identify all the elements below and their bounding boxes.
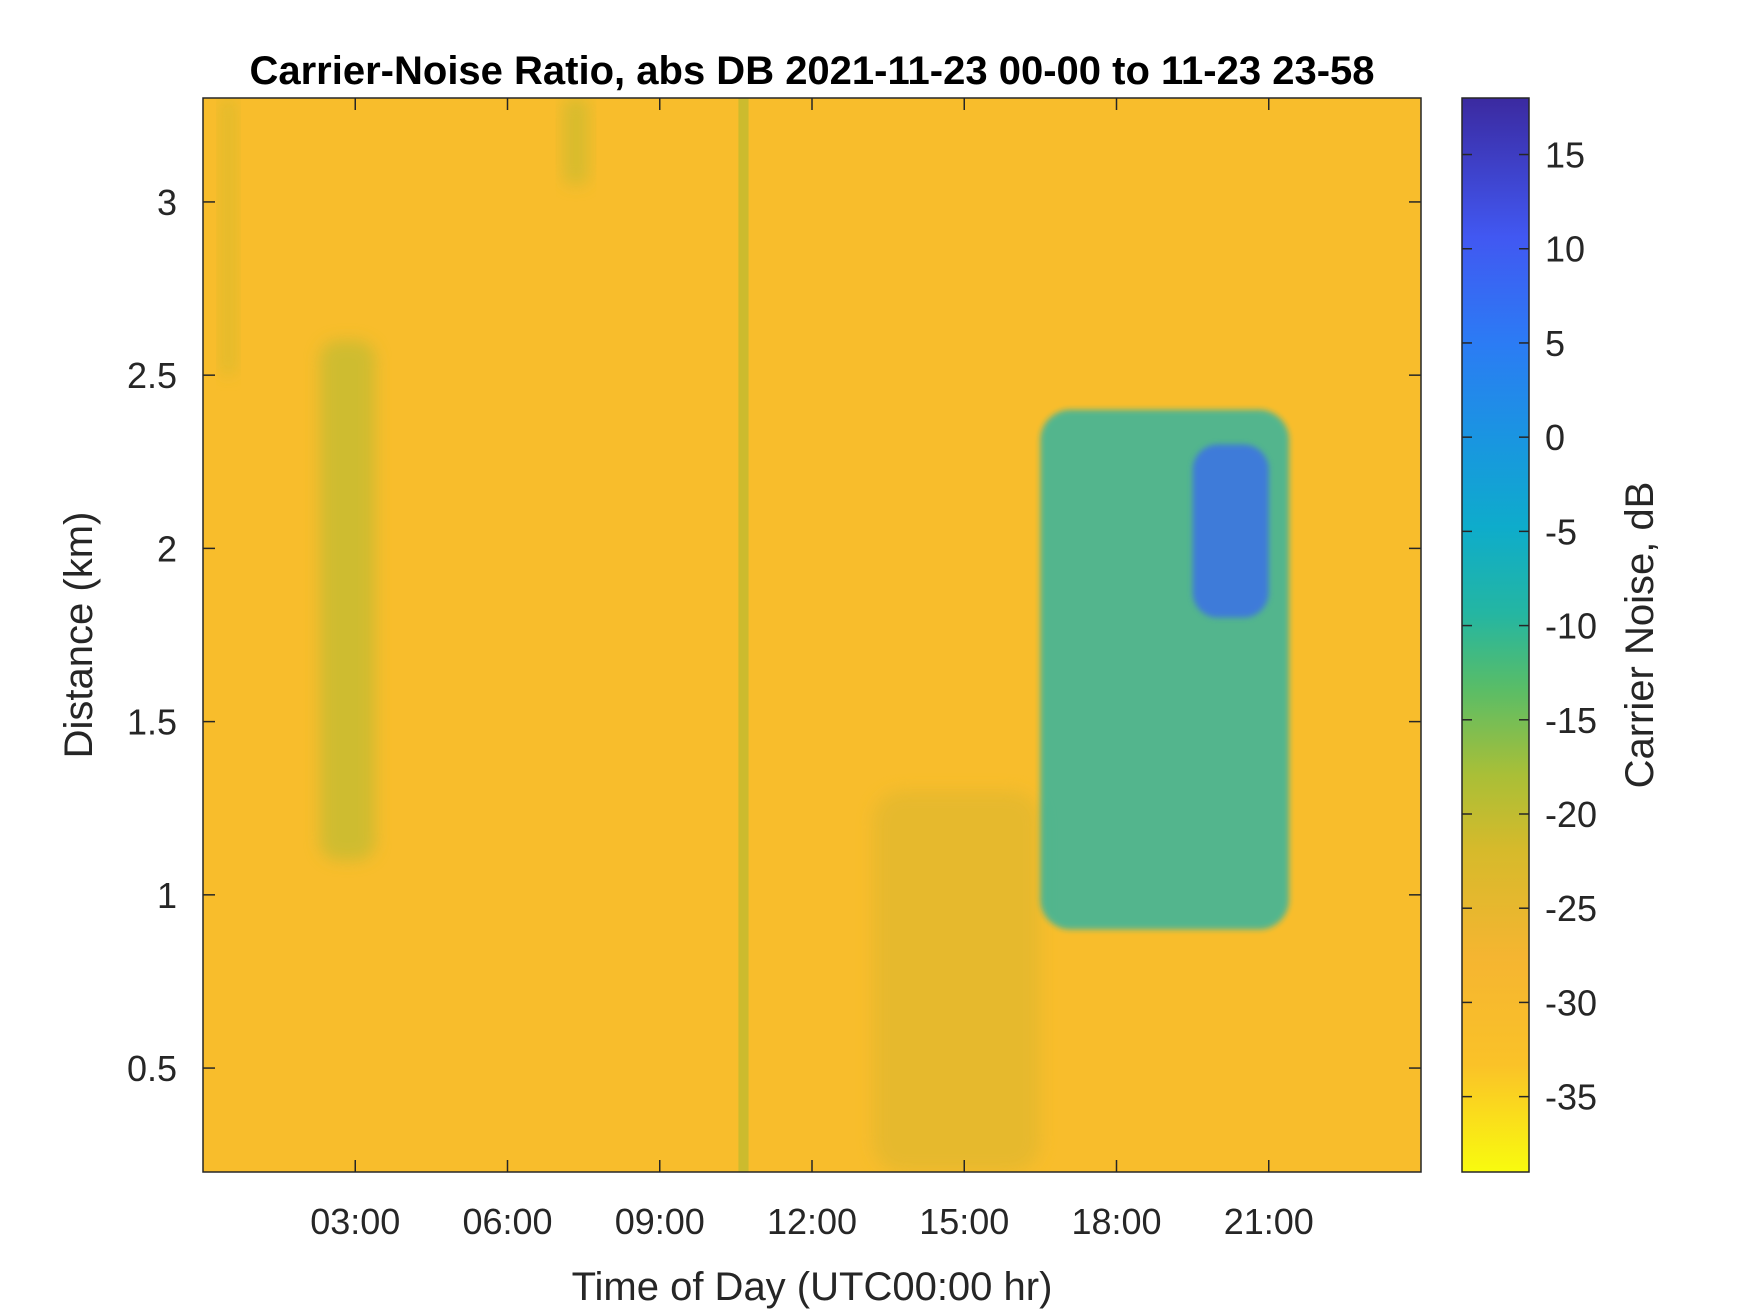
y-axis-label: Distance (km) [57,512,101,759]
feature-upper-left-streak [220,98,236,376]
x-tick-label: 03:00 [310,1201,400,1242]
colorbar-tick-label: -20 [1545,794,1597,835]
heatmap-features [220,98,1290,1172]
colorbar-tick-label: 10 [1545,229,1585,270]
colorbar-tick-label: 5 [1545,323,1565,364]
y-tick-label: 2 [157,528,177,569]
colorbar-axis: 15 10 5 0 -5 -10 -15 -20 -25 -30 -35 [1462,135,1597,1118]
colorbar-tick-label: -15 [1545,700,1597,741]
feature-afternoon-cloud-base [872,790,1041,1172]
feature-vertical-stripe [738,98,749,1172]
colorbar-tick-label: -25 [1545,888,1597,929]
y-tick-label: 1 [157,875,177,916]
colorbar-tick-label: -30 [1545,982,1597,1023]
x-tick-label: 06:00 [462,1201,552,1242]
x-tick-label: 09:00 [615,1201,705,1242]
feature-early-plume [319,340,376,861]
colorbar-tick-label: -5 [1545,511,1577,552]
x-axis: 03:00 06:00 09:00 12:00 15:00 18:00 21:00 [310,98,1314,1242]
y-tick-label: 0.5 [127,1048,177,1089]
x-tick-label: 15:00 [919,1201,1009,1242]
colorbar [1461,97,1530,1173]
chart-title: Carrier-Noise Ratio, abs DB 2021-11-23 0… [249,49,1374,93]
y-tick-label: 3 [157,182,177,223]
x-tick-label: 18:00 [1071,1201,1161,1242]
colorbar-tick-label: -10 [1545,606,1597,647]
colorbar-tick-label: 0 [1545,417,1565,458]
feature-evening-peak [1192,444,1269,618]
y-axis: 0.5 1 1.5 2 2.5 3 [127,182,1421,1089]
y-tick-label: 1.5 [127,702,177,743]
x-tick-label: 21:00 [1224,1201,1314,1242]
colorbar-tick-label: 15 [1545,135,1585,176]
feature-morning-top-patch [563,98,589,185]
x-axis-label: Time of Day (UTC00:00 hr) [572,1265,1053,1309]
x-tick-label: 12:00 [767,1201,857,1242]
colorbar-tick-label: -35 [1545,1077,1597,1118]
y-tick-label: 2.5 [127,355,177,396]
colorbar-label: Carrier Noise, dB [1618,482,1662,789]
